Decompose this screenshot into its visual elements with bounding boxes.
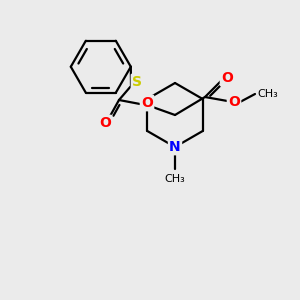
Text: CH₃: CH₃	[257, 89, 278, 99]
Text: O: O	[99, 116, 111, 130]
Text: O: O	[141, 96, 153, 110]
Text: O: O	[221, 71, 233, 85]
Text: CH₃: CH₃	[165, 174, 185, 184]
Text: N: N	[169, 140, 181, 154]
Text: S: S	[132, 75, 142, 89]
Text: O: O	[228, 95, 240, 109]
